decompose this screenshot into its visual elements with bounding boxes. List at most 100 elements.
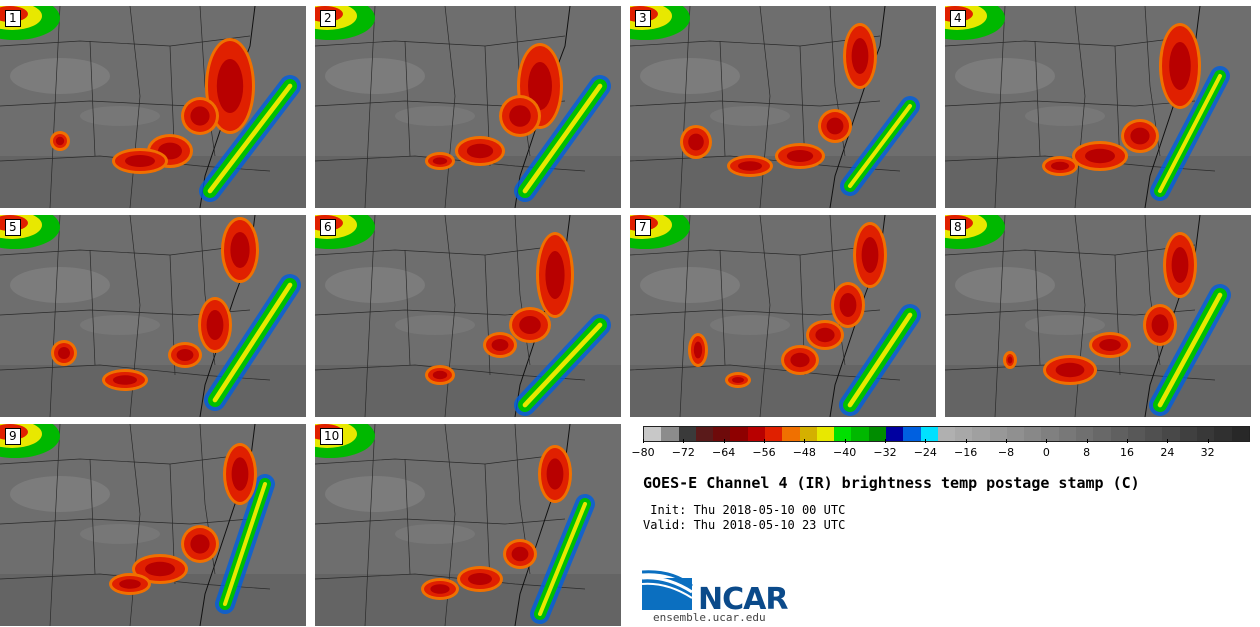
colorbar-tick-mark bbox=[965, 439, 967, 443]
ir-map bbox=[630, 6, 936, 208]
colorbar-cell bbox=[1197, 427, 1215, 441]
colorbar-cell bbox=[1127, 427, 1146, 441]
colorbar-cell bbox=[868, 427, 886, 441]
colorbar-cell bbox=[1110, 427, 1128, 441]
postage-stamp-panel: 2 bbox=[315, 6, 621, 208]
colorbar-tick-label: −56 bbox=[752, 446, 776, 459]
ncar-logo-icon bbox=[642, 570, 693, 610]
colorbar-tick-mark bbox=[683, 439, 685, 443]
postage-stamp-panel: 10 bbox=[315, 424, 621, 626]
colorbar-tick-mark bbox=[885, 439, 886, 443]
colorbar-tick-label: −16 bbox=[954, 446, 978, 459]
colorbar-tick-mark bbox=[1127, 439, 1128, 443]
colorbar-cell bbox=[851, 427, 869, 441]
colorbar-tick-mark bbox=[1207, 439, 1209, 443]
colorbar-cell bbox=[747, 427, 765, 441]
panel-number: 9 bbox=[5, 428, 21, 445]
ir-map bbox=[0, 215, 306, 417]
postage-stamp-panel: 9 bbox=[0, 424, 306, 626]
colorbar-tick-mark bbox=[1046, 439, 1048, 443]
colorbar-cell bbox=[885, 427, 904, 441]
postage-stamp-panel: 5 bbox=[0, 215, 306, 417]
colorbar-cell bbox=[1076, 427, 1094, 441]
colorbar-cell bbox=[816, 427, 835, 441]
colorbar-tick-label: 32 bbox=[1200, 446, 1215, 459]
colorbar-cell bbox=[799, 427, 817, 441]
colorbar-cell bbox=[695, 427, 714, 441]
colorbar-cell bbox=[713, 427, 731, 441]
colorbar-cell bbox=[1145, 427, 1163, 441]
colorbar-tick-label: −72 bbox=[671, 446, 695, 459]
colorbar-cell bbox=[989, 427, 1007, 441]
colorbar-tick-label: −80 bbox=[631, 446, 655, 459]
valid-time: Valid: Thu 2018-05-10 23 UTC bbox=[643, 518, 846, 532]
panel-number: 5 bbox=[5, 219, 21, 236]
colorbar-tick-label: 16 bbox=[1120, 446, 1134, 459]
postage-stamp-panel: 8 bbox=[945, 215, 1251, 417]
colorbar-tick-mark bbox=[723, 439, 725, 443]
postage-stamp-panel: 3 bbox=[630, 6, 936, 208]
colorbar-tick-label: −40 bbox=[833, 446, 857, 459]
ir-map bbox=[945, 215, 1251, 417]
colorbar-cell bbox=[1006, 427, 1025, 441]
colorbar-cell bbox=[972, 427, 990, 441]
colorbar bbox=[643, 426, 1250, 442]
colorbar-cell bbox=[1024, 427, 1042, 441]
colorbar-cell bbox=[764, 427, 783, 441]
colorbar-tick-label: −64 bbox=[712, 446, 736, 459]
panel-number: 4 bbox=[950, 10, 966, 27]
colorbar-tick-mark bbox=[1006, 439, 1007, 443]
colorbar-cell bbox=[955, 427, 973, 441]
colorbar-tick-label: 24 bbox=[1160, 446, 1175, 459]
ir-map bbox=[0, 6, 306, 208]
colorbar-tick-mark bbox=[643, 439, 644, 443]
colorbar-cell bbox=[782, 427, 800, 441]
colorbar-ticks: −80 −72 −64 −56 −48 −40 −32 −24 −16 −8 0 8 16 24 32 bbox=[631, 439, 1248, 461]
colorbar-tick-label: −48 bbox=[792, 446, 816, 459]
postage-stamp-panel: 4 bbox=[945, 6, 1251, 208]
colorbar-cell bbox=[1231, 427, 1249, 441]
colorbar-cell bbox=[644, 427, 662, 441]
ir-map bbox=[315, 215, 621, 417]
colorbar-tick-mark bbox=[804, 439, 806, 443]
colorbar-tick-label: −32 bbox=[873, 446, 897, 459]
colorbar-cell bbox=[1162, 427, 1180, 441]
colorbar-tick-mark bbox=[925, 439, 927, 443]
colorbar-cell bbox=[1214, 427, 1232, 441]
colorbar-cell bbox=[937, 427, 956, 441]
colorbar-cell bbox=[903, 427, 921, 441]
colorbar-tick-label: −8 bbox=[997, 446, 1015, 459]
colorbar-tick-label: −24 bbox=[913, 446, 937, 459]
colorbar-tick-label: 8 bbox=[1083, 446, 1091, 459]
panel-number: 10 bbox=[320, 428, 344, 445]
colorbar-tick-label: 0 bbox=[1042, 446, 1050, 459]
panel-number: 1 bbox=[5, 10, 21, 27]
colorbar-cell bbox=[1093, 427, 1111, 441]
colorbar-cell bbox=[678, 427, 696, 441]
site-url: ensemble.ucar.edu bbox=[653, 611, 766, 624]
logo-text: NCAR bbox=[698, 582, 788, 617]
ir-map bbox=[315, 424, 621, 626]
ir-map bbox=[0, 424, 306, 626]
postage-stamp-panel: 1 bbox=[0, 6, 306, 208]
colorbar-tick-mark bbox=[1086, 439, 1088, 443]
ir-map bbox=[630, 215, 936, 417]
colorbar-tick-mark bbox=[764, 439, 765, 443]
colorbar-cell bbox=[730, 427, 748, 441]
colorbar-cell bbox=[1179, 427, 1197, 441]
colorbar-tick-mark bbox=[1167, 439, 1169, 443]
colorbar-tick-mark bbox=[844, 439, 846, 443]
ir-map bbox=[945, 6, 1251, 208]
init-time: Init: Thu 2018-05-10 00 UTC bbox=[643, 503, 846, 517]
figure-title: GOES-E Channel 4 (IR) brightness temp po… bbox=[643, 474, 1140, 492]
colorbar-cell bbox=[661, 427, 679, 441]
colorbar-cell bbox=[920, 427, 938, 441]
panel-number: 2 bbox=[320, 10, 336, 27]
panel-number: 7 bbox=[635, 219, 651, 236]
ir-map bbox=[315, 6, 621, 208]
colorbar-cell bbox=[834, 427, 852, 441]
panel-number: 3 bbox=[635, 10, 651, 27]
panel-number: 8 bbox=[950, 219, 966, 236]
panel-number: 6 bbox=[320, 219, 336, 236]
postage-stamp-panel: 6 bbox=[315, 215, 621, 417]
